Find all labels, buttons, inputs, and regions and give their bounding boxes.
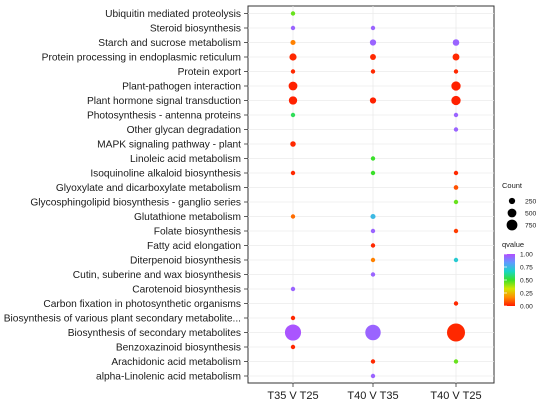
data-point [289,53,297,61]
data-point [284,324,302,341]
color-legend-label: 0.25 [520,290,533,297]
data-point [288,96,298,105]
data-point [453,185,459,190]
data-point [453,199,459,205]
y-tick-label: alpha-Linolenic acid metabolism [96,372,241,383]
data-point [290,11,296,16]
data-point [290,112,296,118]
data-point [369,97,377,104]
data-point [370,272,376,277]
data-point [451,95,461,106]
data-point [290,39,296,46]
color-legend-label: 0.50 [520,277,533,284]
data-point [290,69,296,74]
y-tick-label: Carotenoid biosynthesis [132,285,241,296]
y-tick-label: Photosynthesis - antenna proteins [87,111,241,122]
data-point [453,301,459,306]
data-point [290,25,296,31]
data-point [447,323,465,342]
data-point [370,257,376,263]
color-legend-title: qvalue [502,240,524,249]
color-legend-label: 1.00 [520,251,533,258]
size-legend-label: 500 [525,211,537,218]
plot-panel [247,5,495,384]
y-tick-label: Plant-pathogen interaction [122,82,241,93]
y-tick-label: Plant hormone signal transduction [87,96,241,107]
y-tick-label: Cutin, suberine and wax biosynthesis [73,270,241,281]
x-tick-label: T35 V T25 [267,390,318,402]
size-legend-label: 750 [525,223,537,230]
x-tick-label: T40 V T25 [430,390,481,402]
y-tick-label: Benzoxazinoid biosynthesis [116,343,241,354]
size-legend-dot [508,197,516,205]
data-point [370,373,376,379]
data-point [453,112,459,118]
y-tick-label: Carbon fixation in photosynthetic organi… [43,299,241,310]
color-legend-bar [504,254,515,306]
y-tick-label: Arachidonic acid metabolism [111,357,241,368]
data-point [453,127,459,132]
data-point [453,257,459,263]
data-point [290,286,296,292]
y-tick-label: Glyoxylate and dicarboxylate metabolism [56,183,241,194]
data-point [370,359,376,364]
y-tick-label: Starch and sucrose metabolism [98,38,241,49]
x-tick-label: T40 V T35 [347,390,398,402]
data-point [453,228,459,234]
y-tick-label: Folate biosynthesis [154,227,241,238]
data-point [370,213,376,220]
y-tick-label: Biosynthesis of various plant secondary … [4,314,241,325]
y-tick-label: Linoleic acid metabolism [130,154,241,165]
data-point [370,69,376,74]
y-tick-label: Biosynthesis of secondary metabolites [68,328,241,339]
data-point [452,53,460,61]
y-tick-label: Ubiquitin mediated proteolysis [105,9,241,20]
data-point [370,170,376,176]
color-legend-label: 0.00 [520,303,533,310]
data-point [453,69,459,74]
size-legend-label: 250 [525,199,537,206]
data-point [453,170,459,176]
size-legend-dot [506,219,518,231]
data-point [290,170,296,176]
size-legend-title: Count [502,181,523,190]
y-tick-label: Fatty acid elongation [147,241,241,252]
size-legend-dot [507,208,517,218]
data-point [365,324,381,341]
data-point [370,243,376,248]
data-point [290,344,296,350]
y-tick-label: Protein export [178,67,242,78]
data-point [370,228,376,234]
y-tick-label: Diterpenoid biosynthesis [130,256,241,267]
data-point [290,315,296,321]
data-point [370,54,376,60]
data-point [290,214,296,219]
data-point [452,39,460,46]
data-point [290,141,296,147]
data-point [453,359,459,364]
data-point [451,81,461,91]
data-point [288,81,298,91]
y-tick-label: Other glycan degradation [127,125,241,136]
color-legend-label: 0.75 [520,264,533,271]
y-tick-label: MAPK signaling pathway - plant [97,140,241,151]
y-tick-label: Steroid biosynthesis [150,24,241,35]
y-tick-label: Glutathione metabolism [134,212,241,223]
data-point [370,156,376,161]
data-point [369,39,377,46]
y-tick-label: Protein processing in endoplasmic reticu… [42,53,241,64]
data-point [370,25,376,31]
y-tick-label: Glycosphingolipid biosynthesis - ganglio… [30,198,241,209]
y-tick-label: Isoquinoline alkaloid biosynthesis [90,169,241,180]
